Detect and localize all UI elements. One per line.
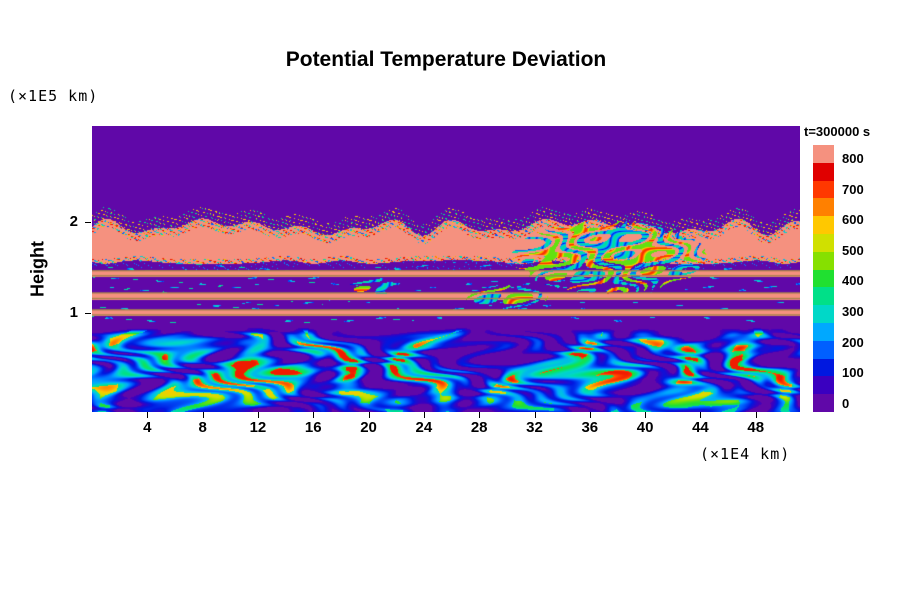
x-tick-label: 12 <box>249 419 267 436</box>
x-tick-mark <box>479 412 481 418</box>
x-tick-mark <box>534 412 536 418</box>
x-tick-mark <box>257 412 259 418</box>
colorbar-segment <box>813 180 834 199</box>
y-tick-mark <box>85 313 91 314</box>
colorbar-tick-label: 100 <box>842 365 864 381</box>
colorbar-segment <box>813 233 834 252</box>
x-tick-label: 40 <box>636 419 654 436</box>
colorbar-segment <box>813 358 834 377</box>
colorbar-segment <box>813 340 834 359</box>
colorbar-tick-label: 400 <box>842 273 864 289</box>
chart-title: Potential Temperature Deviation <box>285 48 607 71</box>
colorbar-segment <box>813 251 834 270</box>
colorbar-segment <box>813 269 834 288</box>
colorbar-tick-label: 500 <box>842 242 864 258</box>
y-tick-mark <box>85 222 91 223</box>
heatmap-canvas <box>92 126 800 412</box>
x-tick-label: 24 <box>415 419 433 436</box>
x-tick-mark <box>589 412 591 418</box>
colorbar-tick-label: 700 <box>842 181 864 197</box>
colorbar-segment <box>813 287 834 306</box>
x-tick-mark <box>368 412 370 418</box>
colorbar-segment <box>813 394 834 412</box>
y-axis-label: Height <box>27 241 48 297</box>
colorbar-tick-label: 800 <box>842 151 864 166</box>
x-tick-label: 4 <box>143 419 152 436</box>
colorbar-segment <box>813 162 834 181</box>
time-stamp-label: t=300000 s <box>804 124 871 139</box>
x-axis-unit-label: (×1E4 km) <box>700 445 791 463</box>
x-tick-mark <box>147 412 149 418</box>
colorbar-tick-label: 300 <box>842 304 864 319</box>
x-tick-label: 32 <box>526 419 543 436</box>
x-tick-label: 20 <box>360 419 377 436</box>
colorbar <box>813 145 834 412</box>
y-tick-label: 2 <box>69 213 78 230</box>
colorbar-segment <box>813 198 834 217</box>
colorbar-tick-label: 600 <box>842 212 864 228</box>
x-tick-mark <box>202 412 204 418</box>
x-tick-label: 44 <box>692 419 709 436</box>
y-axis-unit-label: (×1E5 km) <box>8 87 99 105</box>
x-tick-mark <box>423 412 425 418</box>
colorbar-segment <box>813 216 834 234</box>
colorbar-segment <box>813 305 834 323</box>
colorbar-segment <box>813 145 834 163</box>
x-tick-mark <box>700 412 702 418</box>
x-tick-label: 16 <box>304 419 322 436</box>
y-tick-label: 1 <box>69 304 78 321</box>
x-tick-mark <box>755 412 757 418</box>
colorbar-segment <box>813 376 834 395</box>
x-tick-label: 8 <box>198 419 207 436</box>
x-tick-label: 48 <box>747 419 765 436</box>
colorbar-tick-label: 0 <box>842 395 850 411</box>
x-tick-mark <box>645 412 647 418</box>
colorbar-tick-label: 200 <box>842 334 864 350</box>
x-tick-label: 28 <box>470 419 488 436</box>
x-tick-label: 36 <box>581 419 599 436</box>
colorbar-segment <box>813 322 834 341</box>
x-tick-mark <box>313 412 315 418</box>
